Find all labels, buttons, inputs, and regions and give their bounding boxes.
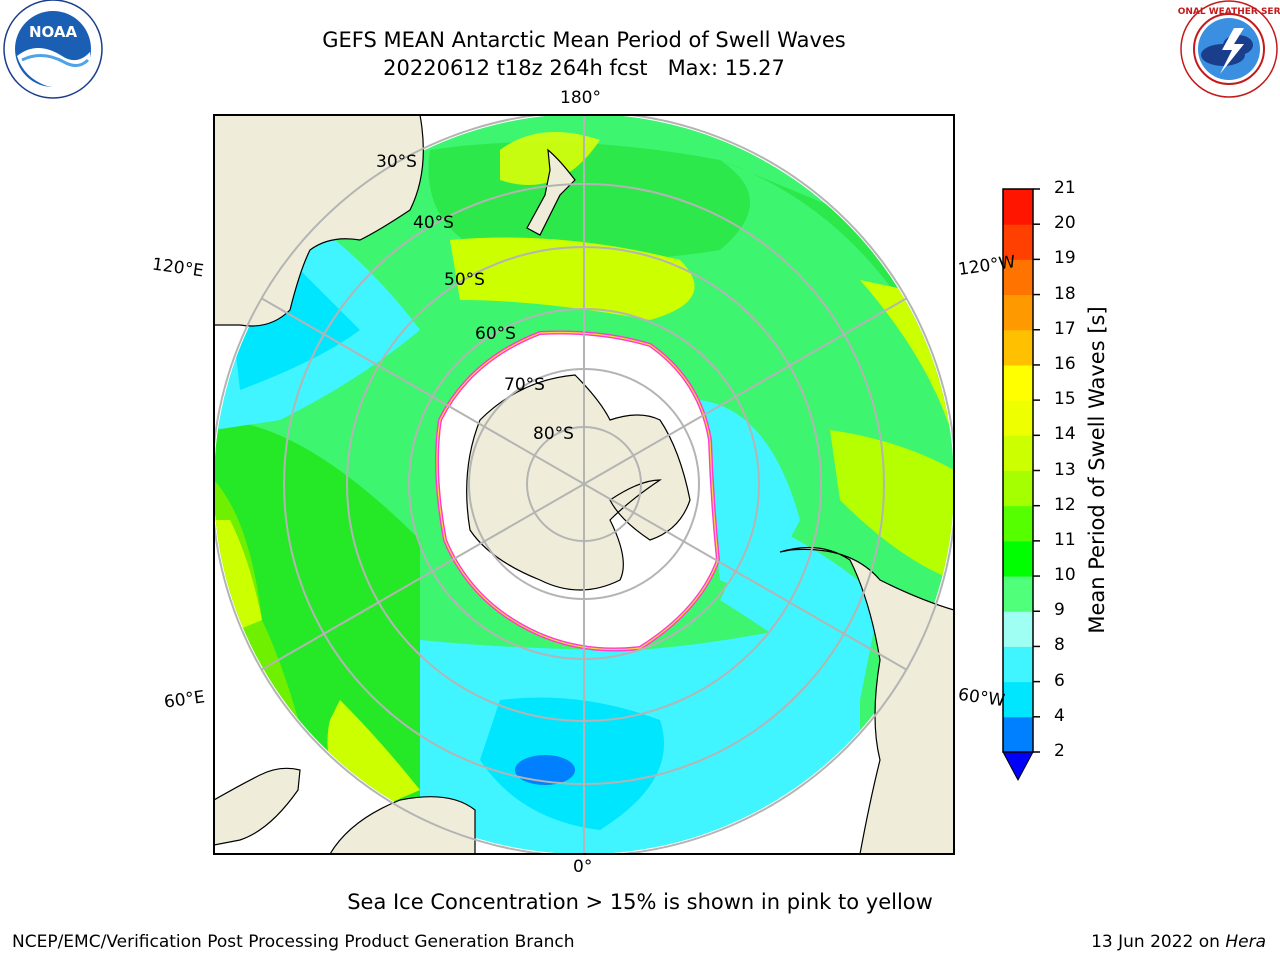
noaa-logo: NOAA — [3, 0, 103, 99]
lat-label-40s: 40°S — [413, 213, 454, 233]
chart-subtitle: 20220612 t18z 264h fcst Max: 15.27 — [383, 56, 785, 80]
colorbar-tick-label: 14 — [1054, 424, 1076, 445]
colorbar-tick-label: 9 — [1054, 600, 1065, 621]
colorbar-tick-label: 21 — [1054, 178, 1076, 198]
colorbar-under-triangle — [1002, 751, 1034, 782]
colorbar-bin — [1003, 540, 1033, 577]
colorbar-bin — [1003, 364, 1033, 401]
colorbar-bin — [1003, 400, 1033, 436]
colorbar-bin — [1003, 611, 1033, 647]
lat-label-70s: 70°S — [504, 375, 545, 395]
colorbar-bin — [1003, 646, 1033, 683]
land — [214, 115, 954, 854]
antarctica-land — [466, 374, 691, 591]
colorbar-tick-label: 19 — [1054, 248, 1076, 269]
colorbar-bin — [1003, 716, 1033, 753]
colorbar-label: Mean Period of Swell Waves [s] — [1085, 306, 1109, 634]
colorbar-bin — [1003, 435, 1033, 471]
colorbar-tick-label: 15 — [1054, 389, 1076, 410]
colorbar-tick-label: 11 — [1054, 529, 1076, 550]
chart-title: GEFS MEAN Antarctic Mean Period of Swell… — [322, 28, 846, 52]
colorbar-bin — [1003, 189, 1033, 225]
colorbar-tick-label: 8 — [1054, 635, 1065, 656]
colorbar-tick-label: 10 — [1054, 565, 1076, 586]
colorbar-tick-label: 6 — [1054, 670, 1065, 691]
madagascar-land — [214, 767, 301, 846]
nws-logo-text: NATIONAL WEATHER SERVICE — [1178, 7, 1280, 17]
colorbar-bin — [1003, 470, 1033, 507]
colorbar-tick-label: 12 — [1054, 494, 1076, 515]
colorbar-tick-label: 17 — [1054, 318, 1076, 339]
new-zealand-land — [526, 148, 576, 236]
colorbar-tick-label: 18 — [1054, 283, 1076, 304]
credit-text: NCEP/EMC/Verification Post Processing Pr… — [12, 932, 575, 952]
colorbar — [1002, 188, 1040, 782]
colorbar-bin — [1003, 576, 1033, 612]
lat-label-50s: 50°S — [444, 270, 485, 290]
lat-label-60s: 60°S — [475, 324, 516, 344]
south-america-land — [779, 546, 954, 854]
date-stamp: 13 Jun 2022 on Hera — [1091, 932, 1266, 952]
colorbar-bin — [1003, 294, 1033, 331]
australia-land — [214, 115, 424, 327]
lon-label-0: 0° — [573, 857, 593, 877]
colorbar-tick-label: 16 — [1054, 353, 1076, 374]
colorbar-bin — [1003, 259, 1033, 296]
date-text: 13 Jun 2022 on — [1091, 932, 1220, 952]
colorbar-tick-label: 13 — [1054, 459, 1076, 480]
graticule — [214, 115, 954, 854]
colorbar-bin — [1003, 224, 1033, 260]
map-frame — [213, 114, 955, 855]
noaa-logo-text: NOAA — [29, 23, 78, 41]
colorbar-bin — [1003, 681, 1033, 718]
host-name: Hera — [1225, 932, 1266, 952]
colorbar-tick-label: 2 — [1054, 741, 1065, 761]
colorbar-tick-label: 20 — [1054, 213, 1076, 234]
lon-label-180: 180° — [560, 88, 601, 108]
colorbar-bin — [1003, 329, 1033, 366]
africa-land — [329, 796, 476, 854]
colorbar-bin — [1003, 505, 1033, 542]
colorbar-tick-label: 4 — [1054, 705, 1065, 726]
national-weather-service-logo: NATIONAL WEATHER SERVICE — [1178, 0, 1280, 98]
sea-ice-note: Sea Ice Concentration > 15% is shown in … — [347, 890, 933, 914]
lat-label-80s: 80°S — [533, 424, 574, 444]
lat-label-30s: 30°S — [376, 152, 417, 172]
